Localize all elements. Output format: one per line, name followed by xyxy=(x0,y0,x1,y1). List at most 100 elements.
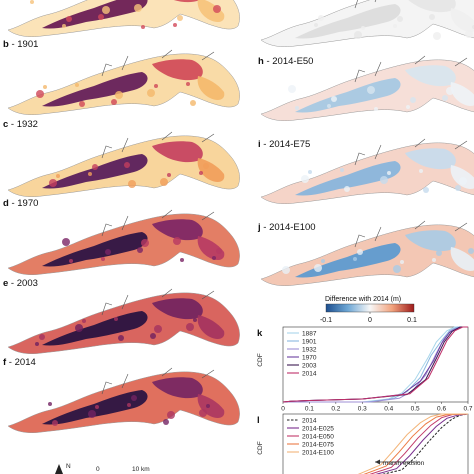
marsh-patch xyxy=(282,266,290,274)
right-map-panel xyxy=(260,220,474,286)
marsh-patch xyxy=(62,238,70,246)
channel-lines xyxy=(354,55,468,83)
channel-lines xyxy=(101,367,215,395)
depth-region-high xyxy=(450,82,474,106)
marsh-patch xyxy=(327,104,331,108)
marsh-patch xyxy=(318,15,324,21)
right-map-column xyxy=(260,0,474,286)
marsh-patch xyxy=(134,4,142,12)
marsh-patch xyxy=(88,410,96,418)
marsh-patch xyxy=(98,14,104,20)
marsh-patch xyxy=(177,15,183,21)
x-tick-label: 0 xyxy=(281,406,285,413)
right-panel-labels: h - 2014-E50 i - 2014-E75 j - 2014-E100 xyxy=(257,56,316,233)
annotation-arrow-head xyxy=(375,459,380,465)
marsh-patch xyxy=(203,163,209,169)
panel-label-h: h - 2014-E50 xyxy=(258,56,313,67)
marsh-patch xyxy=(173,23,177,27)
depth-region-high xyxy=(197,0,225,22)
right-map-panel xyxy=(260,138,474,204)
marsh-patch xyxy=(111,99,117,105)
depth-region-high xyxy=(197,315,225,339)
marsh-patch xyxy=(393,265,401,273)
cdf-series-line xyxy=(357,413,468,474)
marsh-patch xyxy=(35,342,39,346)
landmass xyxy=(7,0,240,37)
marsh-patch xyxy=(397,16,403,22)
marsh-patch xyxy=(186,82,190,86)
marsh-patch xyxy=(147,89,155,97)
marsh-patch xyxy=(455,185,461,191)
legend-label: 1887 xyxy=(302,330,317,337)
x-tick-label: 0.3 xyxy=(358,406,367,413)
legend-label: 1932 xyxy=(302,346,317,353)
marsh-patch xyxy=(199,409,207,417)
marsh-patch xyxy=(340,168,344,172)
legend-label: 2014-E100 xyxy=(302,449,334,456)
depth-region-low xyxy=(42,154,148,189)
marsh-patch xyxy=(432,258,436,262)
chart-k-ylabel: CDF xyxy=(257,353,264,366)
marsh-patch xyxy=(128,180,136,188)
colorbar-tick-mid: 0 xyxy=(368,317,372,324)
scale-distance: 10 km xyxy=(132,466,150,473)
chart-k-frame xyxy=(282,326,469,403)
x-tick-label: 0.1 xyxy=(305,406,314,413)
marsh-patch xyxy=(105,249,111,255)
depth-region-mid xyxy=(152,298,203,320)
chart-l-ylabel: CDF xyxy=(257,441,264,454)
depth-region-mid xyxy=(152,141,203,163)
right-map-panel xyxy=(260,55,474,121)
marsh-patch xyxy=(429,14,435,20)
left-map-panel xyxy=(7,288,240,354)
legend-label: 2014 xyxy=(302,370,317,377)
marsh-patch xyxy=(423,187,429,193)
marsh-patch xyxy=(82,319,86,323)
marsh-patch xyxy=(30,0,34,4)
legend-label: 1901 xyxy=(302,338,317,345)
cdf-series-line xyxy=(363,413,469,474)
marsh-patch xyxy=(199,171,203,175)
depth-region-mid xyxy=(408,0,456,13)
marsh-patch xyxy=(141,239,149,247)
annotation-marsh-erosion: marsh erosion xyxy=(383,460,425,467)
marsh-patch xyxy=(354,31,362,39)
marsh-patch xyxy=(216,248,222,254)
north-label: N xyxy=(66,463,71,470)
marsh-patch xyxy=(101,257,105,261)
x-tick-label: 0.2 xyxy=(331,406,340,413)
marsh-patch xyxy=(446,87,454,95)
x-tick-label: 0.6 xyxy=(437,406,446,413)
marsh-patch xyxy=(410,97,416,103)
marsh-patch xyxy=(36,90,44,98)
panel-label-c: c - 1932 xyxy=(3,119,38,130)
marsh-patch xyxy=(314,23,318,27)
marsh-patch xyxy=(75,83,79,87)
marsh-patch xyxy=(92,164,98,170)
marsh-patch xyxy=(49,179,57,187)
depth-region-low xyxy=(42,311,148,346)
depth-region-high xyxy=(450,247,474,271)
chart-k-series xyxy=(282,326,468,403)
marsh-patch xyxy=(206,404,210,408)
marsh-patch xyxy=(95,405,99,409)
marsh-patch xyxy=(357,249,363,255)
marsh-patch xyxy=(124,162,130,168)
marsh-patch xyxy=(295,106,299,110)
marsh-patch xyxy=(331,96,337,102)
left-map-panel xyxy=(7,367,240,433)
left-panel-labels: b - 1901 c - 1932 d - 1970 e - 2003 f - … xyxy=(3,39,38,368)
marsh-patch xyxy=(79,101,85,107)
marsh-patch xyxy=(131,395,137,401)
marsh-erosion-annotation: marsh erosion xyxy=(375,459,425,467)
marsh-patch xyxy=(193,318,197,322)
marsh-patch xyxy=(308,170,312,174)
marsh-patch xyxy=(406,105,410,109)
marsh-patch xyxy=(114,317,118,321)
marsh-patch xyxy=(321,259,325,263)
scale-zero: 0 xyxy=(96,466,100,473)
colorbar-tick-min: -0.1 xyxy=(320,317,332,324)
chart-k-x-ticks: 0 0.1 0.2 0.3 0.4 0.5 0.6 0.7 xyxy=(281,402,473,413)
